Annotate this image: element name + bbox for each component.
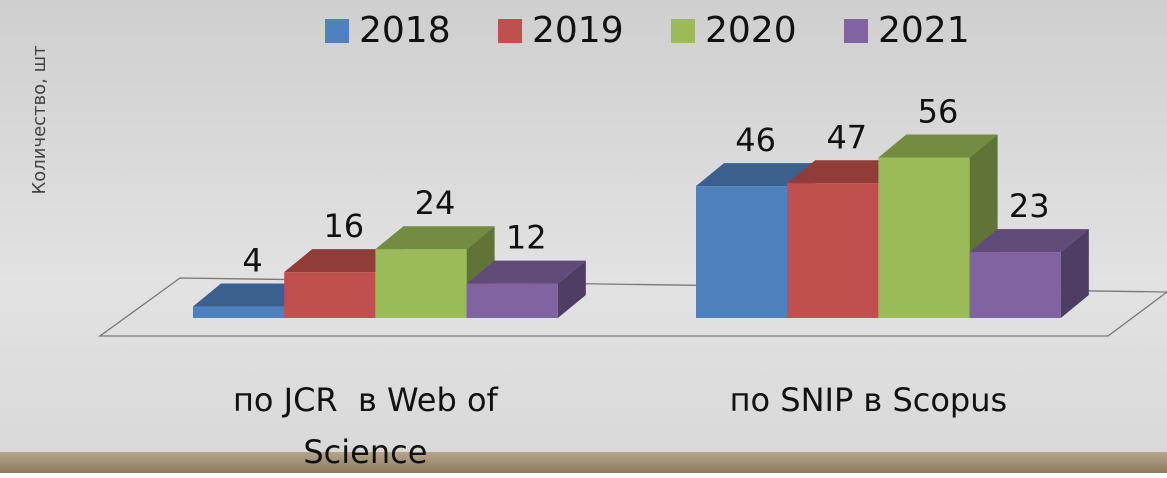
bar-side-shade (557, 260, 586, 318)
bar-side (557, 260, 586, 318)
bar-side (1060, 229, 1089, 318)
x-tick-label: по SNIP в Scopus (729, 381, 1008, 419)
legend-swatch (325, 19, 349, 43)
value-label: 47 (826, 118, 867, 156)
bar-front (466, 283, 558, 318)
bar-top-shade (193, 283, 313, 307)
bar-top-shade (787, 160, 907, 184)
bar-front (787, 183, 879, 318)
bar-front (969, 252, 1061, 318)
bar-front (375, 249, 467, 318)
bar-top (969, 229, 1089, 253)
bar-top-shade (696, 163, 816, 187)
bar-top-shade (466, 260, 586, 284)
bar-top (466, 260, 586, 284)
value-label: 16 (323, 207, 364, 245)
legend-label: 2021 (878, 10, 970, 51)
footer-band (0, 452, 1167, 473)
legend-swatch (844, 19, 868, 43)
bar-front (878, 157, 970, 318)
floor (97, 277, 1167, 337)
bar-top-shade (284, 249, 404, 273)
y-axis-label: Количество, шт (29, 45, 50, 194)
x-tick-label: по JCR в Web of Science (232, 381, 508, 471)
bar-top (787, 160, 907, 184)
value-label: 24 (415, 184, 456, 222)
bar-top (878, 134, 998, 158)
bar-side-shade (1060, 229, 1089, 318)
legend-label: 2019 (532, 10, 624, 51)
value-label: 56 (918, 92, 959, 130)
value-label: 46 (735, 121, 776, 159)
legend-swatch (498, 19, 522, 43)
bar-top (284, 249, 404, 273)
value-label: 23 (1009, 187, 1050, 225)
legend-label: 2018 (359, 10, 451, 51)
bar-front (696, 186, 788, 318)
bar (284, 249, 404, 318)
bar-top-shade (878, 134, 998, 158)
bar-top (193, 283, 313, 307)
bar-top-shade (375, 226, 495, 250)
value-label: 4 (242, 242, 262, 280)
legend-swatch (671, 19, 695, 43)
bar-top-shade (969, 229, 1089, 253)
legend-label: 2020 (705, 10, 797, 51)
bar (466, 260, 586, 318)
bar-top (375, 226, 495, 250)
bar-front (284, 272, 376, 318)
bar (969, 229, 1089, 318)
bar-front (193, 306, 285, 318)
value-label: 12 (506, 219, 547, 257)
bar-top (696, 163, 816, 187)
